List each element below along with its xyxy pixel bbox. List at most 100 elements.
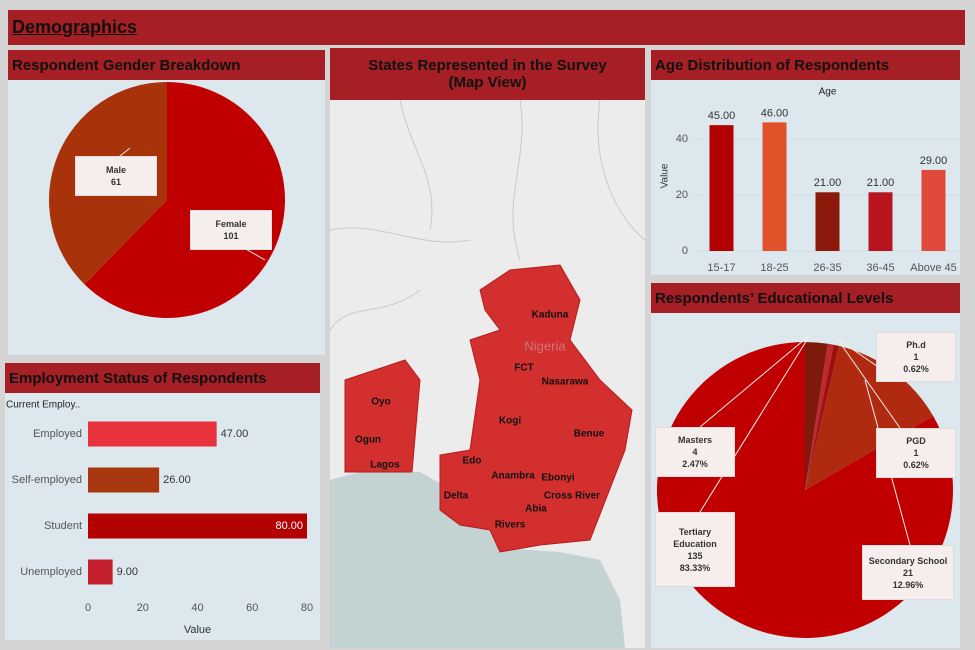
- slice-name: Masters: [677, 435, 713, 445]
- slice-name: PGD: [906, 436, 926, 446]
- slice-percent: 0.62%: [903, 364, 929, 374]
- bar: [762, 122, 787, 252]
- bar: [921, 169, 946, 251]
- state-label: Lagos: [370, 460, 400, 471]
- state-label: Kogi: [499, 416, 521, 427]
- x-tick-label: 15-17: [707, 262, 735, 274]
- pie-slice: [805, 342, 828, 490]
- x-tick-label: Above 45: [910, 262, 956, 274]
- bar: [88, 421, 217, 447]
- value-label: 46.00: [761, 107, 789, 119]
- pie-slice: [805, 344, 840, 490]
- slice-name: Tertiary Education: [673, 526, 717, 549]
- slice-name: Male: [105, 165, 126, 175]
- value-label: 9.00: [117, 566, 138, 578]
- slice-percent: 83.33%: [679, 562, 711, 573]
- x-tick-label: 60: [246, 602, 258, 614]
- category-label: Student: [44, 520, 82, 532]
- value-label: 47.00: [221, 428, 249, 440]
- slice-value: 1: [913, 352, 919, 362]
- pie-label: Male 61: [75, 156, 157, 196]
- x-tick-label: 26-35: [813, 262, 841, 274]
- panel-title: Respondent Gender Breakdown: [8, 50, 325, 80]
- state-label: Kaduna: [532, 310, 569, 321]
- panel: [651, 80, 960, 275]
- value-label: 29.00: [920, 155, 948, 167]
- value-label: 21.00: [867, 177, 895, 189]
- bar: [868, 192, 893, 251]
- slice-value: 61: [110, 177, 121, 187]
- value-label: 45.00: [708, 110, 736, 122]
- y-tick-label: 0: [682, 245, 688, 257]
- state-label: Cross River: [544, 491, 600, 502]
- leader-line: [837, 339, 901, 429]
- bar: [815, 192, 840, 251]
- x-tick-label: 36-45: [866, 262, 894, 274]
- state-label: Delta: [444, 491, 469, 502]
- state-label: Nasarawa: [542, 377, 589, 388]
- slice-percent: 0.62%: [903, 460, 929, 470]
- header-title: Demographics: [8, 10, 965, 45]
- slice-value: 21: [902, 567, 913, 578]
- x-tick-label: 80: [301, 602, 313, 614]
- bar: [88, 467, 160, 493]
- value-label: 26.00: [163, 474, 191, 486]
- country-label: Nigeria: [524, 338, 566, 353]
- pie-label: Ph.d 1 0.62%: [876, 332, 956, 382]
- category-label: Self-employed: [12, 474, 82, 486]
- pie-slice: [805, 343, 834, 490]
- state-label: Anambra: [491, 471, 535, 482]
- slice-name: Female: [215, 219, 247, 229]
- x-axis-label: Value: [184, 624, 211, 636]
- y-tick-label: 20: [676, 189, 688, 201]
- category-header: Current Employ..: [6, 400, 80, 411]
- pie-label: PGD 1 0.62%: [876, 428, 956, 478]
- sea: [330, 472, 625, 648]
- state-label: Benue: [574, 429, 605, 440]
- bar: [88, 513, 307, 539]
- bar: [709, 125, 734, 251]
- state-region: [439, 264, 633, 553]
- slice-value: 101: [223, 231, 239, 241]
- y-axis-label: Value: [660, 163, 671, 188]
- slice-value: 135: [687, 550, 703, 561]
- slice-percent: 12.96%: [892, 579, 924, 590]
- panel-title: Age Distribution of Respondents: [651, 50, 960, 80]
- borders: [329, 99, 646, 331]
- category-label: Unemployed: [20, 566, 82, 578]
- slice-percent: 2.47%: [682, 459, 708, 469]
- slice-value: 1: [913, 448, 919, 458]
- x-tick-label: 0: [85, 602, 91, 614]
- leader-line: [699, 334, 811, 513]
- state-label: Ogun: [355, 435, 381, 446]
- category-label: Employed: [33, 428, 82, 440]
- x-tick-label: 40: [191, 602, 203, 614]
- state-label: Oyo: [371, 397, 390, 408]
- slice-name: Ph.d: [906, 340, 926, 350]
- state-label: Abia: [525, 504, 547, 515]
- state-label: Ebonyi: [541, 473, 575, 484]
- x-tick-label: 18-25: [760, 262, 788, 274]
- state-region: [344, 359, 421, 473]
- bar: [88, 559, 113, 585]
- category-header: Age: [819, 87, 837, 98]
- x-tick-label: 20: [137, 602, 149, 614]
- pie-label: Tertiary Education 135 83.33%: [655, 512, 735, 587]
- leader-line: [699, 334, 811, 428]
- slice-value: 4: [692, 447, 698, 457]
- pie-slice: [84, 82, 285, 318]
- value-label: 21.00: [814, 177, 842, 189]
- panel-title: Respondents’ Educational Levels: [651, 283, 960, 313]
- state-label: FCT: [514, 363, 533, 374]
- pie-label: Female 101: [190, 210, 272, 250]
- value-label: 80.00: [275, 520, 303, 532]
- pie-label: Masters 4 2.47%: [655, 427, 735, 477]
- y-tick-label: 40: [676, 133, 688, 145]
- panel-title: States Represented in the Survey (Map Vi…: [330, 48, 645, 100]
- state-label: Rivers: [495, 520, 526, 531]
- state-label: Edo: [463, 456, 482, 467]
- panel-title: Employment Status of Respondents: [5, 363, 320, 393]
- pie-label: Secondary School 21 12.96%: [862, 545, 954, 600]
- slice-name: Secondary School: [868, 555, 948, 566]
